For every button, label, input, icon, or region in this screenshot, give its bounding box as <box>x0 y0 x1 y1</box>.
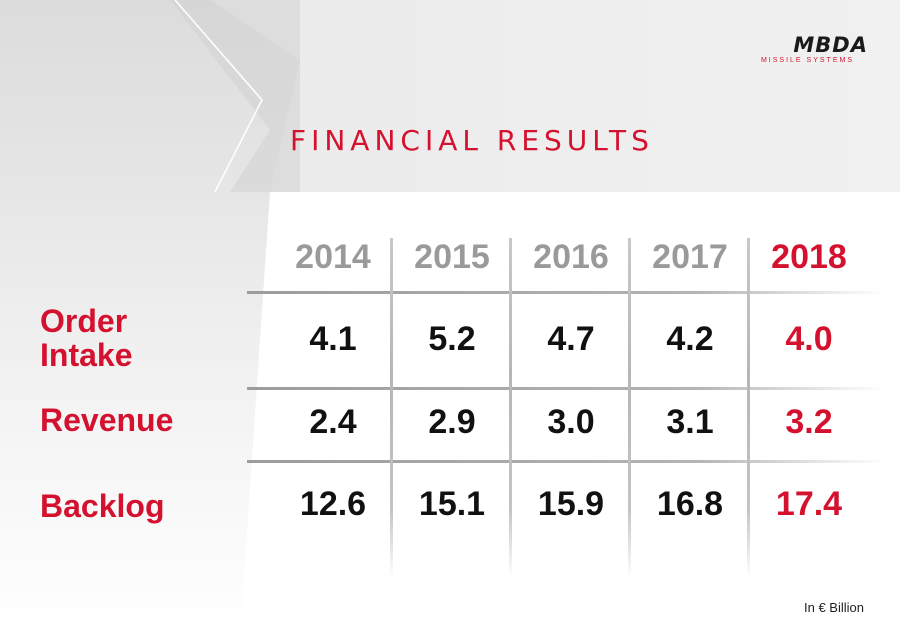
table-cell-highlight: 17.4 <box>775 485 843 523</box>
table-divider-header <box>247 291 887 294</box>
logo-tagline: MISSILE SYSTEMS <box>760 57 854 64</box>
table-cell: 16.8 <box>656 485 724 523</box>
mbda-logo: MBDA MISSILE SYSTEMS <box>718 34 868 64</box>
table-cell: 15.1 <box>418 485 486 523</box>
column-divider-3 <box>628 238 631 578</box>
table-cell-highlight: 4.0 <box>785 320 833 358</box>
table-divider-row-1 <box>247 387 887 390</box>
row-header-line: Backlog <box>40 488 165 524</box>
unit-note: In € Billion <box>804 600 864 615</box>
table-divider-row-2 <box>247 460 887 463</box>
year-header-2018: 2018 <box>771 238 847 276</box>
table-cell: 2.4 <box>309 403 357 441</box>
year-header-2014: 2014 <box>295 238 371 276</box>
table-cell: 3.1 <box>666 403 714 441</box>
row-header-backlog: Backlog <box>40 489 164 523</box>
table-cell: 2.9 <box>428 403 476 441</box>
column-divider-2 <box>509 238 512 578</box>
year-header-2016: 2016 <box>533 238 609 276</box>
logo-wordmark: MBDA <box>793 33 868 57</box>
row-header-revenue: Revenue <box>40 403 173 437</box>
column-divider-4 <box>747 238 750 578</box>
table-cell: 4.7 <box>547 320 595 358</box>
year-header-2017: 2017 <box>652 238 728 276</box>
column-divider-1 <box>390 238 393 578</box>
row-header-line: Order <box>40 303 128 339</box>
row-header-order-intake: Order Intake <box>40 304 132 372</box>
table-cell: 5.2 <box>428 320 476 358</box>
row-header-line: Intake <box>40 337 133 373</box>
row-header-line: Revenue <box>40 402 174 438</box>
table-cell: 12.6 <box>299 485 367 523</box>
table-cell: 4.2 <box>666 320 714 358</box>
table-cell: 3.0 <box>547 403 595 441</box>
year-header-2015: 2015 <box>414 238 490 276</box>
table-cell: 15.9 <box>537 485 605 523</box>
table-cell: 4.1 <box>309 320 357 358</box>
page-title: FINANCIAL RESULTS <box>290 124 654 157</box>
table-cell-highlight: 3.2 <box>785 403 833 441</box>
